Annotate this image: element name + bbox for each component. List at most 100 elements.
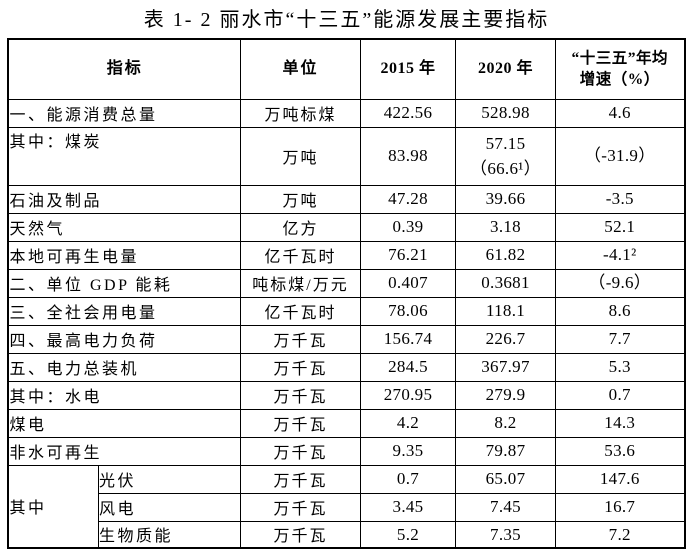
value-2020-cell: 7.45 [455, 492, 556, 522]
growth-cell: 5.3 [555, 352, 685, 382]
growth-cell: （-31.9） [555, 126, 685, 186]
unit-cell: 万千瓦 [240, 520, 361, 549]
unit-cell: 万千瓦 [240, 436, 361, 466]
value-2020-cell: 367.97 [455, 352, 556, 382]
value-2020-cell: 7.35 [455, 520, 556, 549]
growth-cell: -3.5 [555, 184, 685, 214]
table-row: 石油及制品 万吨 47.28 39.66 -3.5 [7, 184, 685, 214]
table-row: 二、单位 GDP 能耗 吨标煤/万元 0.407 0.3681 （-9.6） [7, 268, 685, 298]
header-growth: “十三五”年均 增速（%） [555, 38, 685, 100]
value-2015-cell: 9.35 [360, 436, 456, 466]
table-row: 三、全社会用电量 亿千瓦时 78.06 118.1 8.6 [7, 296, 685, 326]
unit-cell: 万千瓦 [240, 324, 361, 354]
value-2015-cell: 47.28 [360, 184, 456, 214]
table-header-row: 指标 单位 2015 年 2020 年 “十三五”年均 增速（%） [7, 38, 685, 100]
header-unit: 单位 [240, 38, 361, 100]
unit-cell: 亿千瓦时 [240, 296, 361, 326]
growth-cell: 16.7 [555, 492, 685, 522]
value-2015-cell: 4.2 [360, 408, 456, 438]
unit-cell: 万千瓦 [240, 408, 361, 438]
growth-cell: 147.6 [555, 464, 685, 494]
value-2015-cell: 270.95 [360, 380, 456, 410]
value-2020-cell: 0.3681 [455, 268, 556, 298]
indicator-cell: 二、单位 GDP 能耗 [7, 268, 242, 298]
growth-cell: （-9.6） [555, 268, 685, 298]
value-2020-cell: 39.66 [455, 184, 556, 214]
table-row: 其中：煤炭 万吨 83.98 57.15 （66.6¹） （-31.9） [7, 126, 685, 186]
value-2015-cell: 422.56 [360, 98, 456, 128]
growth-cell: -4.1² [555, 240, 685, 270]
indicator-cell: 石油及制品 [7, 184, 242, 214]
indicator-cell: 四、最高电力负荷 [7, 324, 242, 354]
value-2015-cell: 156.74 [360, 324, 456, 354]
indicator-cell: 其中：水电 [7, 380, 242, 410]
value-2020-cell: 528.98 [455, 98, 556, 128]
header-2020: 2020 年 [455, 38, 556, 100]
table-row: 其中：水电 万千瓦 270.95 279.9 0.7 [7, 380, 685, 410]
indicator-cell: 非水可再生 [7, 436, 242, 466]
indicator-cell: 本地可再生电量 [7, 240, 242, 270]
growth-cell: 7.2 [555, 520, 685, 549]
value-2020-cell: 118.1 [455, 296, 556, 326]
table-row: 本地可再生电量 亿千瓦时 76.21 61.82 -4.1² [7, 240, 685, 270]
energy-indicators-table: 指标 单位 2015 年 2020 年 “十三五”年均 增速（%） 一、能源消费… [7, 38, 686, 549]
value-2020-cell: 65.07 [455, 464, 556, 494]
table-title: 表 1- 2 丽水市“十三五”能源发展主要指标 [143, 9, 550, 31]
value-2015-cell: 83.98 [360, 126, 456, 186]
value-2015-cell: 3.45 [360, 492, 456, 522]
table-row: 五、电力总装机 万千瓦 284.5 367.97 5.3 [7, 352, 685, 382]
value-2015-cell: 76.21 [360, 240, 456, 270]
value-2020-cell: 8.2 [455, 408, 556, 438]
value-2015-cell: 0.407 [360, 268, 456, 298]
header-2015: 2015 年 [360, 38, 456, 100]
indicator-cell: 一、能源消费总量 [7, 98, 242, 128]
unit-cell: 万千瓦 [240, 464, 361, 494]
unit-cell: 万吨标煤 [240, 98, 361, 128]
indicator-cell: 其中：煤炭 [7, 126, 242, 186]
unit-cell: 吨标煤/万元 [240, 268, 361, 298]
growth-cell: 53.6 [555, 436, 685, 466]
value-2020-cell: 57.15 （66.6¹） [455, 126, 556, 186]
unit-cell: 万千瓦 [240, 492, 361, 522]
table-row: 煤电 万千瓦 4.2 8.2 14.3 [7, 408, 685, 438]
table-row: 四、最高电力负荷 万千瓦 156.74 226.7 7.7 [7, 324, 685, 354]
indicator-cell: 风电 [97, 492, 242, 522]
value-2020-cell: 61.82 [455, 240, 556, 270]
table-row: 其中 光伏 万千瓦 0.7 65.07 147.6 [7, 464, 685, 549]
unit-cell: 万千瓦 [240, 380, 361, 410]
indicator-cell: 三、全社会用电量 [7, 296, 242, 326]
indicator-cell: 光伏 [97, 464, 242, 494]
value-2015-cell: 5.2 [360, 520, 456, 549]
unit-cell: 亿千瓦时 [240, 240, 361, 270]
indicator-cell: 五、电力总装机 [7, 352, 242, 382]
growth-cell: 52.1 [555, 212, 685, 242]
growth-cell: 14.3 [555, 408, 685, 438]
value-2015-cell: 78.06 [360, 296, 456, 326]
table-row: 非水可再生 万千瓦 9.35 79.87 53.6 [7, 436, 685, 466]
growth-cell: 7.7 [555, 324, 685, 354]
unit-cell: 万吨 [240, 126, 361, 186]
indicator-cell: 生物质能 [97, 520, 242, 549]
table-row: 一、能源消费总量 万吨标煤 422.56 528.98 4.6 [7, 98, 685, 128]
value-2020-cell: 279.9 [455, 380, 556, 410]
value-2020-cell: 3.18 [455, 212, 556, 242]
growth-cell: 0.7 [555, 380, 685, 410]
table-row: 天然气 亿方 0.39 3.18 52.1 [7, 212, 685, 242]
value-2020-cell: 226.7 [455, 324, 556, 354]
table-row: 生物质能 万千瓦 5.2 7.35 7.2 [8, 520, 685, 549]
value-2015-cell: 0.7 [360, 464, 456, 494]
growth-cell: 8.6 [555, 296, 685, 326]
unit-cell: 万千瓦 [240, 352, 361, 382]
value-2020-cell: 79.87 [455, 436, 556, 466]
growth-cell: 4.6 [555, 98, 685, 128]
group-cell: 其中 [7, 464, 99, 549]
indicator-cell: 天然气 [7, 212, 242, 242]
indicator-cell: 煤电 [7, 408, 242, 438]
unit-cell: 亿方 [240, 212, 361, 242]
unit-cell: 万吨 [240, 184, 361, 214]
header-indicator: 指标 [7, 38, 242, 100]
table-row: 风电 万千瓦 3.45 7.45 16.7 [8, 492, 685, 522]
value-2015-cell: 284.5 [360, 352, 456, 382]
value-2015-cell: 0.39 [360, 212, 456, 242]
